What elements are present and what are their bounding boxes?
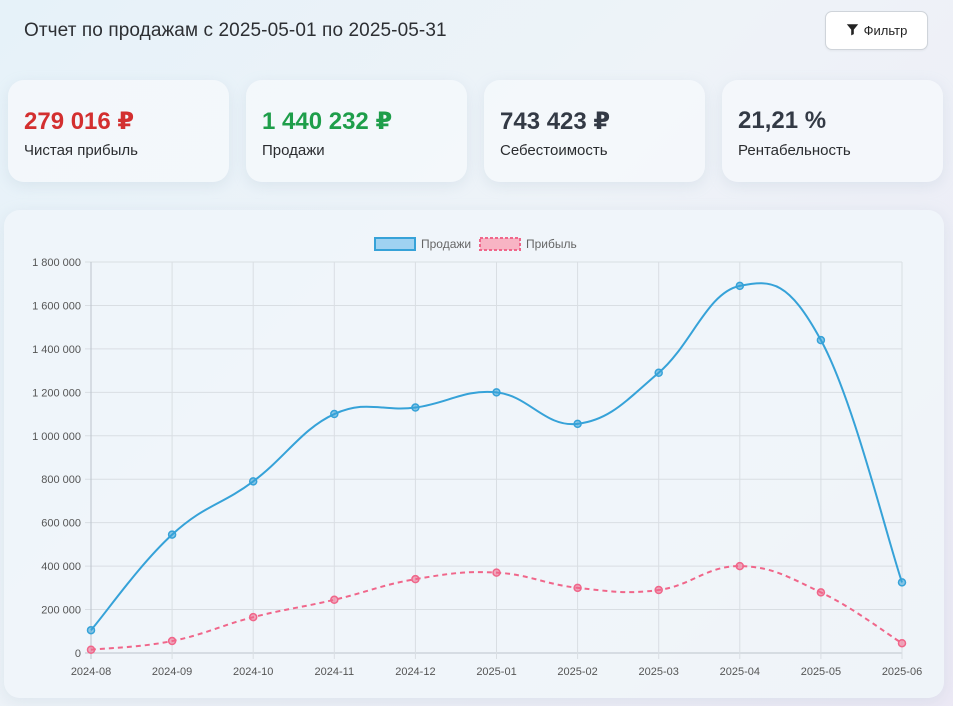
legend-label: Продажи <box>421 237 471 251</box>
kpi-card-profitability: 21,21 % Рентабельность <box>722 80 943 182</box>
y-tick-label: 200 000 <box>41 605 81 617</box>
x-tick-label: 2025-01 <box>476 666 516 678</box>
legend-swatch <box>374 237 416 251</box>
data-point <box>86 625 96 635</box>
data-point <box>330 409 339 419</box>
legend-label: Прибыль <box>526 237 577 251</box>
x-tick-label: 2025-03 <box>639 666 679 678</box>
y-tick-label: 0 <box>75 648 81 660</box>
filter-button[interactable]: Фильтр <box>825 11 928 50</box>
kpi-label: Себестоимость <box>500 142 608 159</box>
data-point <box>897 578 907 587</box>
data-point <box>248 612 258 622</box>
data-point <box>492 568 501 577</box>
page-title: Отчет по продажам с 2025-05-01 по 2025-0… <box>24 20 447 41</box>
chart-panel: 0 200 000 400 000 600 000 800 000 1 000 000 1 … <box>4 210 944 698</box>
data-point <box>573 583 582 593</box>
data-point <box>330 595 339 605</box>
data-point <box>492 388 501 397</box>
x-tick-label: 2025-05 <box>801 666 841 678</box>
data-point <box>86 645 96 654</box>
y-tick-label: 1 200 000 <box>32 387 81 399</box>
kpi-label: Продажи <box>262 142 325 159</box>
kpi-value: 21,21 % <box>738 107 827 134</box>
filter-button-label: Фильтр <box>863 23 908 38</box>
data-point <box>248 477 258 486</box>
kpi-value: 279 016 ₽ <box>24 108 135 135</box>
x-tick-label: 2024-11 <box>315 666 355 678</box>
y-tick-label: 600 000 <box>41 518 81 530</box>
y-tick-label: 800 000 <box>41 474 81 486</box>
kpi-label: Чистая прибыль <box>24 142 138 159</box>
x-tick-label: 2025-04 <box>720 666 760 678</box>
x-tick-label: 2025-06 <box>882 666 922 678</box>
y-tick-label: 1 400 000 <box>32 344 81 356</box>
x-tick-label: 2024-12 <box>395 666 435 678</box>
kpi-card-sales: 1 440 232 ₽ Продажи <box>246 80 467 182</box>
y-tick-label: 1 600 000 <box>32 300 81 312</box>
data-point <box>411 403 420 412</box>
data-point <box>735 561 745 571</box>
kpi-card-cost: 743 423 ₽ Себестоимость <box>484 80 705 182</box>
data-point <box>735 281 745 291</box>
data-point <box>573 419 582 429</box>
data-point <box>411 574 420 584</box>
series-line-0 <box>90 282 903 631</box>
data-point <box>816 335 826 345</box>
header: Отчет по продажам с 2025-05-01 по 2025-0… <box>0 0 953 66</box>
kpi-value: 1 440 232 ₽ <box>262 108 393 135</box>
data-point <box>167 636 177 646</box>
y-tick-label: 1 000 000 <box>32 431 81 443</box>
kpi-card-net-profit: 279 016 ₽ Чистая прибыль <box>8 80 229 182</box>
x-tick-label: 2024-10 <box>233 666 273 678</box>
legend-swatch <box>479 237 521 251</box>
y-tick-label: 1 800 000 <box>32 257 81 269</box>
x-tick-label: 2024-09 <box>152 666 192 678</box>
x-tick-label: 2025-02 <box>557 666 597 678</box>
data-point <box>654 585 663 595</box>
data-point <box>816 588 826 597</box>
y-tick-label: 400 000 <box>41 561 81 573</box>
sales-profit-line-chart: 0 200 000 400 000 600 000 800 000 1 000 000 1 … <box>32 237 922 678</box>
kpi-value: 743 423 ₽ <box>500 108 611 135</box>
funnel-icon <box>846 23 859 39</box>
data-point <box>654 368 663 378</box>
data-point <box>167 530 177 539</box>
kpi-label: Рентабельность <box>738 142 851 159</box>
data-point <box>897 638 907 648</box>
x-tick-label: 2024-08 <box>71 666 111 678</box>
